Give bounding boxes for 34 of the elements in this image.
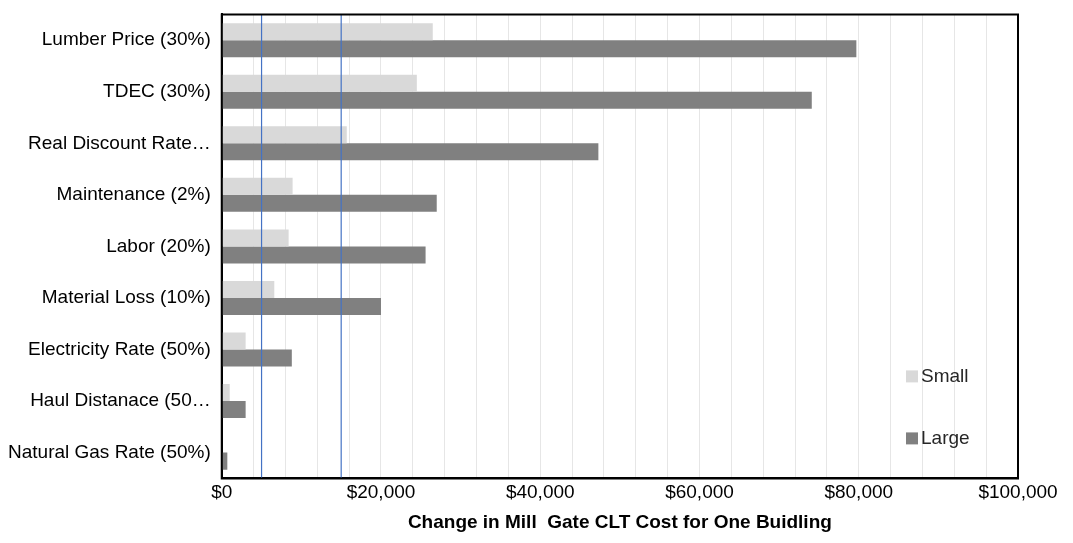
y-tick-label: Real Discount Rate…: [28, 131, 211, 153]
x-axis-title: Change in Mill Gate CLT Cost for One Buidling: [407, 510, 832, 532]
bar: [222, 246, 426, 264]
bar: [222, 280, 275, 298]
bar: [222, 91, 812, 109]
bar: [222, 349, 292, 367]
bar: [222, 126, 347, 144]
x-tick-label: $100,000: [978, 481, 1058, 503]
bar: [222, 384, 230, 402]
x-tick-label: $0: [211, 481, 233, 503]
x-tick-label: $80,000: [824, 481, 894, 503]
bar: [222, 297, 381, 315]
bar: [222, 74, 417, 92]
x-tick-label: $40,000: [505, 481, 575, 503]
bar: [222, 332, 246, 350]
bar: [222, 143, 599, 161]
y-tick-label: Natural Gas Rate (50%): [8, 440, 211, 462]
bar: [222, 177, 293, 195]
y-tick-label: Haul Distanace (50…: [30, 389, 211, 411]
y-tick-label: Electricity Rate (50%): [28, 337, 211, 359]
bar: [222, 194, 437, 212]
x-tick-label: $60,000: [665, 481, 734, 503]
y-tick-label: Material Loss (10%): [41, 286, 211, 308]
y-tick-label: Lumber Price (30%): [41, 28, 211, 50]
y-tick-label: Maintenance (2%): [56, 183, 211, 205]
y-tick-label: Labor (20%): [106, 234, 211, 256]
legend-label: Small: [921, 364, 969, 386]
bar: [222, 40, 857, 58]
bar: [222, 401, 246, 419]
bar: [222, 23, 433, 41]
bar: [222, 229, 289, 247]
x-tick-label: $20,000: [346, 481, 416, 503]
legend-label: Large: [921, 426, 970, 448]
y-tick-label: TDEC (30%): [103, 79, 211, 101]
